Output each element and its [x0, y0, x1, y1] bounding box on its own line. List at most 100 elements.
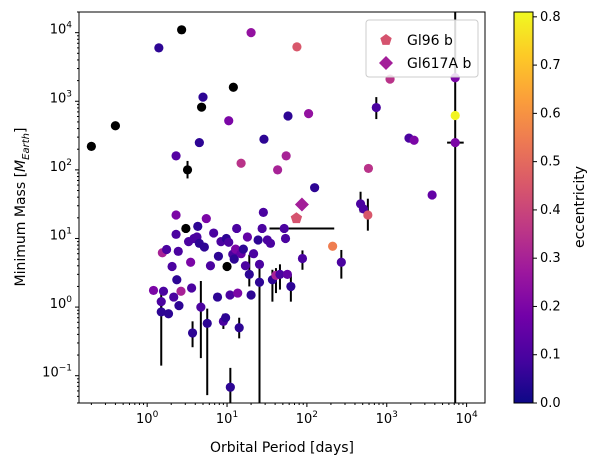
data-point [176, 286, 186, 296]
data-point [259, 134, 269, 144]
data-point [156, 307, 166, 317]
legend-diamond-marker [379, 56, 393, 70]
data-point [409, 135, 419, 145]
y-tick-label: 102 [50, 158, 72, 175]
data-point [258, 207, 268, 217]
data-point [161, 244, 172, 255]
y-tick-exponent: −1 [59, 364, 72, 374]
x-tick-exponent: 0 [153, 410, 159, 420]
data-point [283, 111, 293, 121]
data-point [158, 286, 169, 296]
colorbar-tick-label: 0.2 [540, 299, 561, 314]
data-point [199, 242, 209, 252]
y-tick-exponent: 0 [66, 295, 72, 305]
x-tick-exponent: 2 [312, 410, 318, 420]
data-point [244, 269, 254, 279]
data-point [86, 141, 96, 151]
data-point [187, 283, 197, 293]
x-axis-label: Orbital Period [days] [210, 440, 354, 456]
colorbar-gradient [513, 11, 534, 404]
y-tick-base: 10 [50, 297, 67, 312]
colorbar-tick-label: 0.1 [540, 348, 561, 363]
data-point [209, 228, 219, 238]
y-axis-label-symbol: M [13, 160, 29, 172]
x-tick-exponent: 4 [472, 410, 478, 420]
data-point [169, 292, 179, 302]
data-point [163, 309, 174, 319]
data-point [238, 244, 248, 254]
data-point [363, 163, 374, 174]
data-point [225, 382, 235, 392]
data-point [193, 221, 203, 231]
x-tick-label: 103 [376, 410, 398, 427]
data-point [292, 42, 302, 52]
data-point [248, 249, 259, 259]
data-points [86, 25, 460, 392]
y-tick-label: 10−1 [42, 364, 72, 381]
data-point [212, 292, 223, 302]
x-tick-base: 10 [296, 412, 313, 427]
y-tick-exponent: 2 [66, 158, 72, 168]
data-point [254, 259, 265, 269]
legend-marker-gl617ab [379, 56, 393, 70]
data-point [275, 269, 285, 279]
data-point [242, 232, 253, 242]
x-tick-label: 101 [216, 410, 238, 427]
data-point [450, 137, 460, 148]
data-point [229, 254, 239, 264]
data-point [303, 109, 314, 119]
y-axis-label-prefix: Minimum Mass [ [13, 172, 29, 287]
legend-box [365, 19, 479, 78]
legend-pentagon-marker [380, 34, 392, 45]
data-point [187, 328, 198, 338]
data-point [173, 246, 183, 256]
plot-frame [78, 11, 486, 404]
y-tick-exponent: 4 [66, 21, 72, 31]
data-point [222, 261, 232, 272]
data-point [196, 102, 207, 112]
data-point [174, 301, 184, 311]
x-tick-label: 104 [455, 410, 478, 427]
data-point [232, 223, 242, 234]
data-point [221, 313, 231, 323]
highlight-point [290, 212, 303, 224]
data-point [224, 116, 234, 126]
data-point [286, 281, 296, 292]
x-tick-exponent: 1 [232, 410, 238, 420]
data-point [246, 290, 256, 300]
legend-label-gl617ab: Gl617A b [407, 56, 471, 72]
y-tick-base: 10 [50, 23, 67, 38]
y-tick-label: 101 [50, 226, 72, 243]
data-point [233, 288, 243, 298]
y-tick-label: 104 [50, 21, 73, 38]
y-tick-exponent: 1 [66, 226, 72, 236]
data-point [171, 151, 181, 161]
y-axis-label-subscript: Earth [21, 133, 32, 160]
data-point [273, 165, 283, 175]
colorbar-tick-label: 0.0 [540, 396, 561, 411]
x-ticks: 100 101 102 103 104 [90, 403, 478, 427]
data-point [177, 25, 187, 35]
data-point [202, 318, 212, 328]
y-tick-base: 10 [42, 366, 59, 381]
data-point [253, 235, 263, 245]
x-tick-base: 10 [455, 412, 472, 427]
y-tick-base: 10 [50, 91, 67, 106]
data-point [228, 82, 238, 92]
data-point [225, 290, 235, 300]
y-tick-exponent: 3 [66, 89, 72, 99]
data-point [281, 151, 291, 161]
y-tick-label: 103 [50, 89, 72, 106]
data-point [363, 210, 373, 220]
x-tick-exponent: 3 [392, 410, 398, 420]
colorbar-tick-label: 0.7 [540, 58, 561, 73]
colorbar: 0.0 0.1 0.2 0.3 0.4 0.5 0.6 0.7 0.8 eccentricity [513, 10, 588, 411]
highlight-point [294, 197, 309, 212]
x-tick-base: 10 [216, 412, 233, 427]
data-point [110, 121, 121, 131]
data-point [171, 210, 181, 220]
y-tick-base: 10 [50, 160, 67, 175]
data-point [427, 190, 437, 200]
